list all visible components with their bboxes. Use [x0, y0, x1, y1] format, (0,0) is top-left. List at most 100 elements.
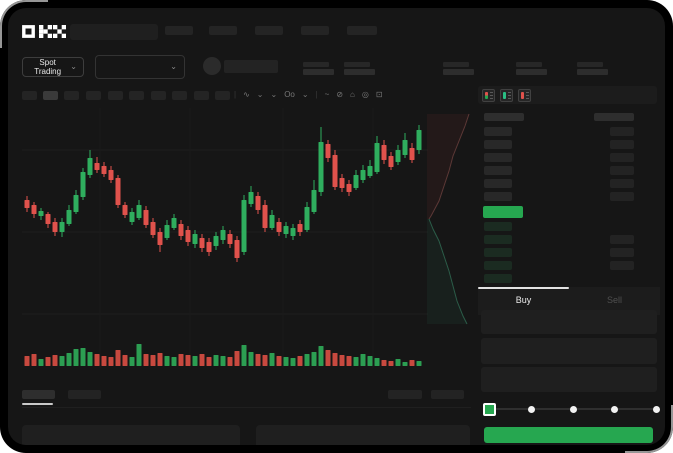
- stat-label-placeholder: [443, 62, 469, 67]
- timeframe-pill[interactable]: [172, 91, 187, 100]
- bottom-divider: [22, 407, 471, 408]
- stat-label-placeholder: [516, 62, 542, 67]
- settings-icon[interactable]: ◎: [361, 90, 369, 99]
- timeframe-pill[interactable]: [86, 91, 101, 100]
- draw-tool-icon[interactable]: ⊘: [336, 90, 344, 99]
- chevron-down-icon: ⌄: [170, 62, 177, 71]
- active-bottom-tab-underline: [22, 403, 53, 405]
- book-rows-glyph: [526, 92, 529, 99]
- line-tool-icon[interactable]: ~: [324, 90, 330, 99]
- ask-price-placeholder[interactable]: [484, 127, 512, 136]
- indicators-icon[interactable]: ∿: [243, 90, 250, 99]
- stat-label-placeholder: [303, 62, 329, 67]
- buy-submit-button[interactable]: [484, 427, 653, 443]
- book-color-bar: [521, 92, 524, 99]
- slider-stop-dot[interactable]: [528, 406, 535, 413]
- ask-amount-placeholder: [610, 179, 634, 188]
- nav-item-placeholder[interactable]: [255, 26, 283, 35]
- spot-trading-selector[interactable]: Spot Trading ⌄: [22, 57, 84, 77]
- book-color-bar: [485, 92, 488, 99]
- book-rows-glyph: [490, 92, 493, 99]
- ask-amount-placeholder: [610, 192, 634, 201]
- ob-header-amount-placeholder: [594, 113, 634, 121]
- slider-stop-dot[interactable]: [611, 406, 618, 413]
- spot-trading-label: Spot Trading: [34, 58, 62, 76]
- chevron-down-icon: ⌄: [70, 62, 77, 71]
- bid-amount-placeholder: [610, 248, 634, 257]
- candle-type-icon[interactable]: Oo: [284, 90, 295, 99]
- candlestick-chart[interactable]: [22, 106, 428, 370]
- bid-price-placeholder[interactable]: [484, 248, 512, 257]
- ask-amount-placeholder: [610, 127, 634, 136]
- stat-value-placeholder: [577, 69, 608, 75]
- bid-amount-placeholder: [610, 261, 634, 270]
- ask-price-placeholder[interactable]: [484, 192, 512, 201]
- ask-price-placeholder[interactable]: [484, 153, 512, 162]
- chevron-down-icon[interactable]: ⌄: [256, 90, 264, 99]
- bid-price-placeholder[interactable]: [484, 274, 512, 283]
- bottom-action-placeholder[interactable]: [388, 390, 422, 399]
- pair-logo-avatar[interactable]: [203, 57, 221, 75]
- book-asks-icon[interactable]: [518, 89, 531, 102]
- pair-name-placeholder: [224, 60, 278, 73]
- search-input[interactable]: [70, 24, 158, 40]
- chart-tools: | ∿ ⌄ ⌄ Oo ⌄ | ~ ⊘ ⌂ ◎ ⊡: [234, 91, 383, 99]
- ask-amount-placeholder: [610, 153, 634, 162]
- bid-amount-placeholder: [610, 235, 634, 244]
- ask-price-placeholder[interactable]: [484, 179, 512, 188]
- okx-logo[interactable]: [22, 25, 66, 38]
- order-input-placeholder[interactable]: [481, 367, 657, 392]
- stat-value-placeholder: [344, 69, 375, 75]
- stat-value-placeholder: [516, 69, 547, 75]
- slider-handle[interactable]: [483, 403, 496, 416]
- stat-value-placeholder: [303, 69, 334, 75]
- tab-buy[interactable]: Buy: [515, 295, 532, 305]
- last-price-bar[interactable]: [483, 206, 523, 218]
- bid-price-placeholder[interactable]: [484, 261, 512, 270]
- chevron-down-icon[interactable]: ⌄: [270, 90, 278, 99]
- bottom-action-placeholder[interactable]: [431, 390, 464, 399]
- ask-amount-placeholder: [610, 166, 634, 175]
- nav-item-placeholder[interactable]: [165, 26, 193, 35]
- timeframe-pill[interactable]: [64, 91, 79, 100]
- timeframe-pill[interactable]: [108, 91, 123, 100]
- timeframe-pill[interactable]: [129, 91, 144, 100]
- book-color-bar: [503, 92, 506, 99]
- timeframe-pill[interactable]: [215, 91, 230, 100]
- chevron-down-icon[interactable]: ⌄: [301, 90, 309, 99]
- stat-value-placeholder: [443, 69, 474, 75]
- book-bids-icon[interactable]: [500, 89, 513, 102]
- slider-stop-dot[interactable]: [653, 406, 660, 413]
- order-input-placeholder[interactable]: [481, 338, 657, 364]
- nav-item-placeholder[interactable]: [347, 26, 377, 35]
- active-tab-underline: [478, 287, 569, 289]
- nav-item-placeholder[interactable]: [301, 26, 329, 35]
- trading-app: Spot Trading ⌄ ⌄ | ∿ ⌄ ⌄ Oo ⌄ | ~ ⊘ ⌂ ◎ ⊡ Buy Sell: [8, 8, 665, 445]
- snapshot-icon[interactable]: ⌂: [350, 90, 355, 99]
- depth-chart[interactable]: [427, 112, 471, 326]
- nav-item-placeholder[interactable]: [209, 26, 237, 35]
- bid-price-placeholder[interactable]: [484, 235, 512, 244]
- bottom-tab-placeholder[interactable]: [22, 390, 55, 399]
- timeframe-pill[interactable]: [151, 91, 166, 100]
- bid-price-placeholder[interactable]: [484, 222, 512, 231]
- pair-selector-dropdown[interactable]: ⌄: [95, 55, 185, 79]
- timeframe-pill[interactable]: [22, 91, 37, 100]
- stat-label-placeholder: [344, 62, 370, 67]
- ask-price-placeholder[interactable]: [484, 140, 512, 149]
- timeframe-pill[interactable]: [194, 91, 209, 100]
- ask-price-placeholder[interactable]: [484, 166, 512, 175]
- bottom-tab-placeholder[interactable]: [68, 390, 101, 399]
- fullscreen-icon[interactable]: ⊡: [375, 90, 383, 99]
- separator: |: [234, 90, 237, 99]
- slider-stop-dot[interactable]: [570, 406, 577, 413]
- order-input-placeholder[interactable]: [481, 310, 657, 334]
- book-rows-glyph: [508, 92, 511, 99]
- tab-sell[interactable]: Sell: [606, 295, 622, 305]
- book-combined-icon[interactable]: [482, 89, 495, 102]
- timeframe-pill[interactable]: [43, 91, 58, 100]
- bottom-table-placeholder: [22, 425, 240, 445]
- stat-label-placeholder: [577, 62, 603, 67]
- separator: |: [315, 90, 318, 99]
